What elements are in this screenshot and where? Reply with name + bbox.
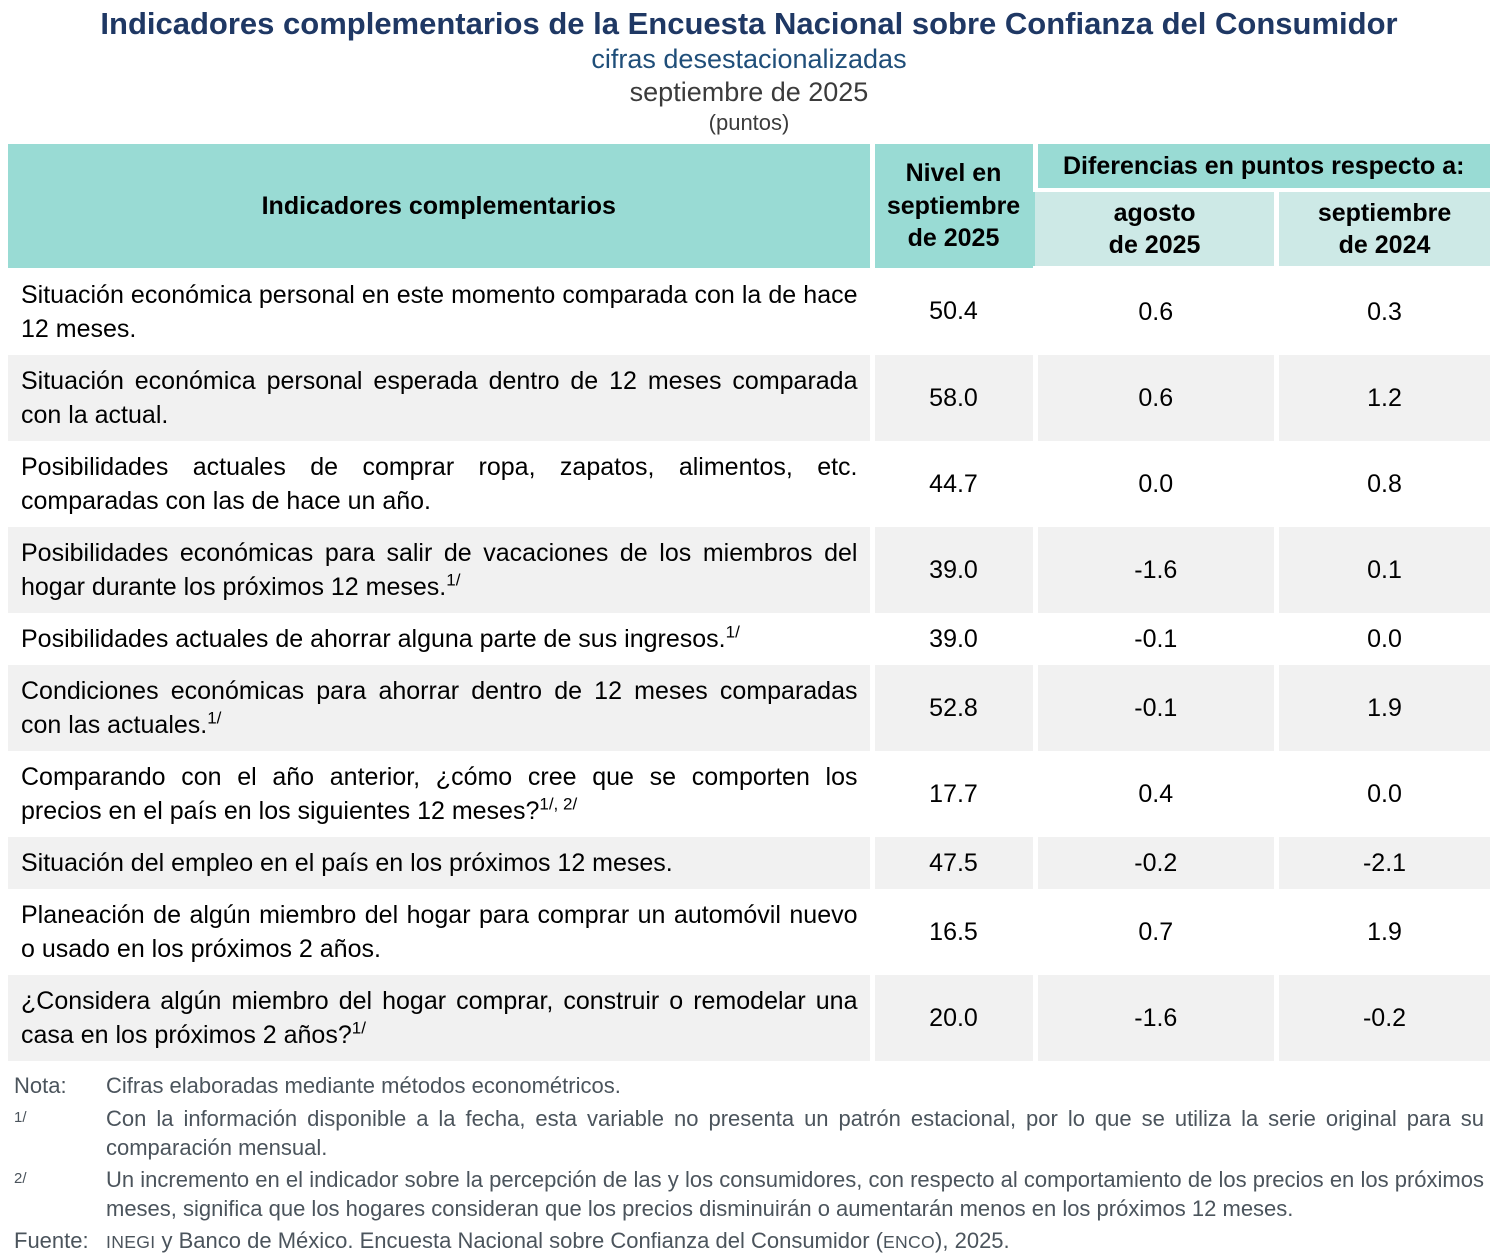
level-cell: 16.5 — [869, 889, 1036, 976]
diff-year-cell: -2.1 — [1274, 837, 1490, 890]
source-text-part: ), 2025. — [935, 1227, 1010, 1253]
indicator-text: Comparando con el año anterior, ¿cómo cr… — [21, 763, 858, 826]
indicator-text: Posibilidades económicas para salir de v… — [21, 539, 858, 602]
footnote-marker: 1/, 2/ — [539, 795, 578, 815]
period-heading: septiembre de 2025 — [629, 77, 869, 108]
enco-acronym: ENCO — [883, 1231, 936, 1252]
footnote-marker: 1/ — [351, 1019, 366, 1039]
indicator-text: Planeación de algún miembro del hogar pa… — [21, 901, 858, 964]
footnote-marker: 1/ — [446, 571, 461, 591]
diff-year-cell: 1.9 — [1274, 665, 1490, 752]
level-cell: 58.0 — [869, 355, 1036, 442]
inegi-acronym: INEGI — [106, 1231, 156, 1252]
note-nota: Nota: Cifras elaboradas mediante métodos… — [14, 1071, 1490, 1100]
note-text: Con la información disponible a la fecha… — [106, 1105, 1484, 1160]
diff-year-cell: 0.0 — [1274, 613, 1490, 666]
indicator-cell: Situación económica personal esperada de… — [8, 355, 872, 442]
indicator-text: Posibilidades actuales de comprar ropa, … — [21, 453, 858, 516]
diff-month-cell: -0.1 — [1032, 665, 1277, 752]
diff-month-cell: 0.0 — [1032, 441, 1277, 528]
note-label: Nota: — [14, 1073, 67, 1099]
note-text: Cifras elaboradas mediante métodos econo… — [106, 1073, 621, 1099]
table-row: Posibilidades actuales de ahorrar alguna… — [8, 613, 1490, 666]
col-header-september-2024: septiembre de 2024 — [1274, 190, 1490, 270]
note-label: 1/ — [14, 1108, 27, 1126]
source-text-part: y Banco de México. Encuesta Nacional sob… — [155, 1227, 884, 1253]
indicator-cell: Situación del empleo en el país en los p… — [8, 837, 872, 890]
level-cell: 20.0 — [869, 975, 1036, 1062]
table-row: Situación económica personal en este mom… — [8, 267, 1490, 356]
indicator-cell: Condiciones económicas para ahorrar dent… — [8, 665, 872, 752]
page-title: Indicadores complementarios de la Encues… — [100, 6, 1398, 41]
indicator-text: Situación económica personal en este mom… — [21, 280, 858, 343]
table-row: Posibilidades actuales de comprar ropa, … — [8, 441, 1490, 528]
indicator-text: Posibilidades actuales de ahorrar alguna… — [21, 625, 726, 654]
diff-month-cell: -1.6 — [1032, 527, 1277, 614]
indicator-text: Situación económica personal esperada de… — [21, 367, 858, 430]
table-row: Comparando con el año anterior, ¿cómo cr… — [8, 751, 1490, 838]
indicator-cell: Situación económica personal en este mom… — [8, 268, 872, 356]
page-header: Indicadores complementarios de la Encues… — [0, 0, 1498, 136]
diff-month-cell: -1.6 — [1032, 975, 1277, 1062]
col-header-indicators: Indicadores complementarios — [8, 144, 872, 268]
level-cell: 39.0 — [869, 527, 1036, 614]
diff-year-cell: 0.1 — [1274, 527, 1490, 614]
units-heading: (puntos) — [708, 110, 790, 136]
level-cell: 17.7 — [869, 751, 1036, 838]
note-label: 2/ — [14, 1169, 27, 1187]
footnotes-section: Nota: Cifras elaboradas mediante métodos… — [14, 1071, 1490, 1254]
diff-year-cell: 0.3 — [1274, 267, 1490, 356]
indicator-cell: ¿Considera algún miembro del hogar compr… — [8, 975, 872, 1062]
table-row: Planeación de algún miembro del hogar pa… — [8, 889, 1490, 976]
diff-year-cell: 1.2 — [1274, 355, 1490, 442]
indicator-cell: Posibilidades actuales de comprar ropa, … — [8, 441, 872, 527]
note-fuente: Fuente: INEGI y Banco de México. Encuest… — [14, 1226, 1490, 1255]
table-row: Posibilidades económicas para salir de v… — [8, 527, 1490, 614]
indicator-cell: Comparando con el año anterior, ¿cómo cr… — [8, 751, 872, 837]
level-cell: 50.4 — [869, 267, 1036, 356]
diff-month-cell: 0.7 — [1032, 889, 1277, 976]
diff-year-cell: -0.2 — [1274, 975, 1490, 1062]
footnote-marker: 1/ — [207, 709, 222, 729]
footnote-marker: 1/ — [725, 623, 740, 643]
note-2: 2/ Un incremento en el indicador sobre l… — [14, 1165, 1490, 1223]
page-subtitle: cifras desestacionalizadas — [591, 43, 907, 74]
col-header-differences-group: Diferencias en puntos respecto a: — [1032, 144, 1490, 193]
col-header-august-2025: agosto de 2025 — [1035, 190, 1277, 270]
level-cell: 52.8 — [869, 665, 1036, 752]
diff-month-cell: 0.4 — [1032, 751, 1277, 838]
note-label: Fuente: — [14, 1227, 89, 1253]
table-row: Condiciones económicas para ahorrar dent… — [8, 665, 1490, 752]
diff-month-cell: -0.1 — [1032, 613, 1277, 666]
table-row: Situación económica personal esperada de… — [8, 355, 1490, 442]
indicators-table: Indicadores complementarios Nivel en sep… — [8, 144, 1490, 1062]
diff-year-cell: 0.8 — [1274, 441, 1490, 528]
note-1: 1/ Con la información disponible a la fe… — [14, 1104, 1490, 1162]
source-text: INEGI y Banco de México. Encuesta Nacion… — [106, 1226, 1490, 1255]
indicator-text: ¿Considera algún miembro del hogar compr… — [21, 987, 858, 1050]
diff-month-cell: 0.6 — [1032, 355, 1277, 442]
indicator-cell: Posibilidades económicas para salir de v… — [8, 527, 872, 614]
indicator-cell: Planeación de algún miembro del hogar pa… — [8, 889, 872, 975]
level-cell: 44.7 — [869, 441, 1036, 528]
diff-month-cell: 0.6 — [1032, 267, 1277, 356]
level-cell: 47.5 — [869, 837, 1036, 890]
col-header-level-september-2025: Nivel en septiembre de 2025 — [869, 144, 1036, 268]
diff-year-cell: 0.0 — [1274, 751, 1490, 838]
indicator-text: Condiciones económicas para ahorrar dent… — [21, 677, 858, 740]
table-row: Situación del empleo en el país en los p… — [8, 837, 1490, 890]
indicator-cell: Posibilidades actuales de ahorrar alguna… — [8, 613, 872, 665]
indicator-text: Situación del empleo en el país en los p… — [21, 849, 673, 878]
diff-year-cell: 1.9 — [1274, 889, 1490, 976]
diff-month-cell: -0.2 — [1032, 837, 1277, 890]
level-cell: 39.0 — [869, 613, 1036, 666]
table-row: ¿Considera algún miembro del hogar compr… — [8, 975, 1490, 1062]
note-text: Un incremento en el indicador sobre la p… — [106, 1166, 1484, 1221]
